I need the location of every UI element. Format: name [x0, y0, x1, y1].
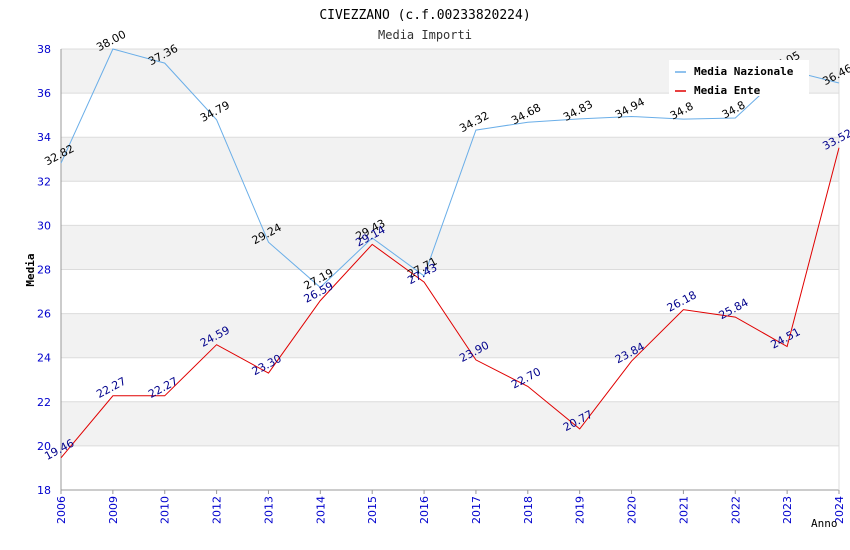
y-tick-label: 34 [37, 131, 51, 144]
data-label-media-nazionale: 34.79 [198, 99, 232, 125]
x-tick-label: 2012 [211, 496, 224, 524]
grid-bands [61, 49, 839, 446]
series-line-media-ente [60, 147, 840, 459]
legend-label-media-ente: Media Ente [694, 84, 761, 97]
grid-band [61, 401, 839, 446]
y-tick-label: 32 [37, 175, 51, 188]
data-label-media-ente: 22.70 [509, 365, 543, 391]
data-label-media-ente: 22.27 [146, 375, 180, 401]
series-group [60, 48, 840, 459]
legend: Media Nazionale Media Ente [669, 60, 809, 97]
y-axis-label: Media [24, 253, 37, 286]
data-label-media-nazionale: 34.68 [509, 101, 543, 127]
x-tick-label: 2023 [781, 496, 794, 524]
y-tick-label: 24 [37, 352, 51, 365]
y-tick-label: 28 [37, 264, 51, 277]
x-tick-label: 2006 [55, 496, 68, 524]
x-tick-label: 2015 [366, 496, 379, 524]
x-axis-ticks: 2006 2009 2010 2012 2013 2014 2015 2016 2017 2018… [55, 490, 846, 524]
x-tick-label: 2013 [262, 496, 275, 524]
data-label-media-nazionale: 34.32 [457, 109, 491, 135]
legend-background [669, 60, 809, 96]
x-tick-label: 2016 [418, 496, 431, 524]
data-label-media-nazionale: 34.83 [561, 98, 595, 124]
y-tick-label: 36 [37, 87, 51, 100]
axes [60, 49, 840, 491]
y-tick-label: 20 [37, 440, 51, 453]
y-tick-label: 22 [37, 396, 51, 409]
chart-title: CIVEZZANO (c.f.00233820224) [319, 8, 530, 23]
grid-band [61, 137, 839, 182]
x-tick-label: 2014 [314, 496, 327, 524]
x-tick-label: 2021 [677, 496, 690, 524]
grid-band [61, 225, 839, 270]
data-label-media-nazionale: 34.94 [613, 95, 647, 121]
x-axis-label: Anno [811, 517, 838, 530]
x-tick-label: 2019 [574, 496, 587, 524]
y-tick-label: 30 [37, 219, 51, 232]
x-tick-label: 2022 [729, 496, 742, 524]
legend-label-media-nazionale: Media Nazionale [694, 65, 794, 78]
data-label-media-ente: 22.27 [94, 375, 128, 401]
chart-subtitle: Media Importi [378, 28, 472, 42]
x-tick-label: 2017 [470, 496, 483, 524]
y-tick-label: 26 [37, 308, 51, 321]
x-tick-label: 2010 [159, 496, 172, 524]
series-line-media-nazionale [60, 48, 840, 289]
y-axis-ticks: 18 20 22 24 26 28 30 32 34 36 38 [37, 43, 51, 497]
x-tick-label: 2020 [626, 496, 639, 524]
y-tick-label: 18 [37, 484, 51, 497]
x-tick-label: 2024 [833, 496, 846, 524]
x-tick-label: 2009 [107, 496, 120, 524]
x-tick-label: 2018 [522, 496, 535, 524]
grid-lines [61, 48, 839, 491]
y-tick-label: 38 [37, 43, 51, 56]
